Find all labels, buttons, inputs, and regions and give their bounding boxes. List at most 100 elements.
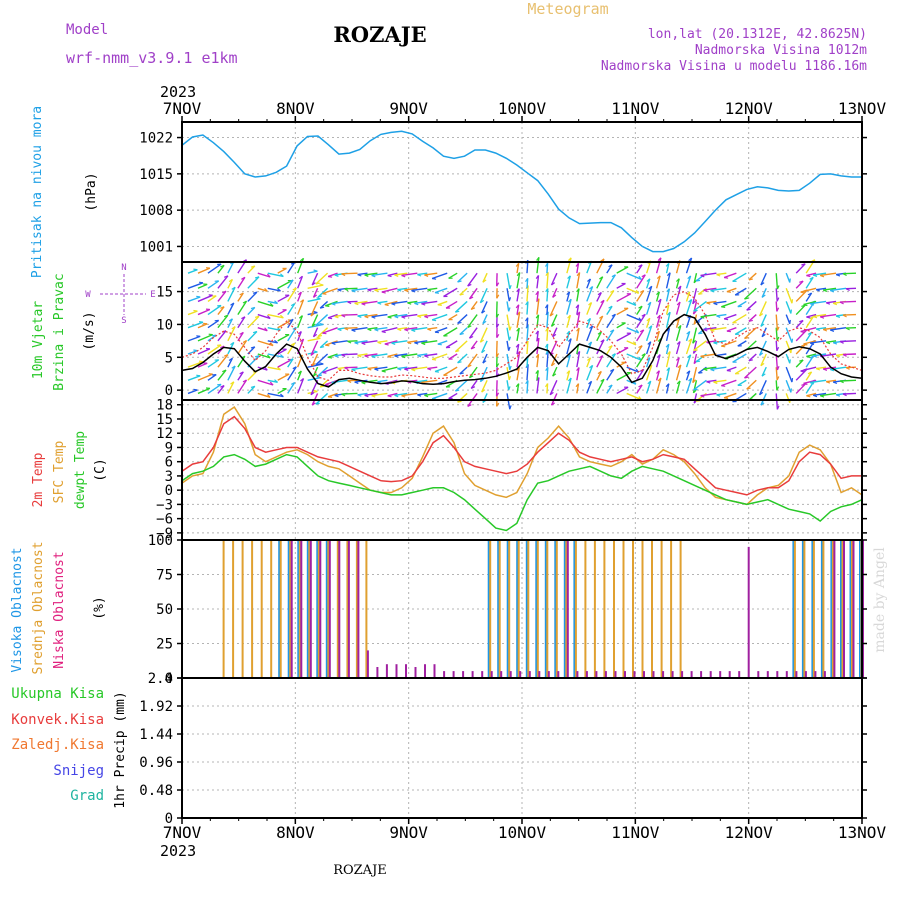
- wind-arrow: [775, 367, 778, 381]
- wind-arrow: [506, 273, 511, 290]
- wind-arrow-head: [567, 257, 572, 262]
- wind-arrow-head: [434, 292, 440, 294]
- wind-arrow-head: [693, 389, 697, 394]
- wind-arrow-head: [744, 376, 749, 379]
- wind-arrow-head: [467, 283, 472, 287]
- y-tick-label: 1015: [139, 167, 173, 183]
- wind-arrow-head: [535, 353, 539, 358]
- wind-arrow-head: [815, 368, 821, 371]
- wind-arrow-head: [344, 367, 349, 371]
- wind-arrow: [417, 392, 428, 396]
- wind-arrow-head: [480, 299, 485, 304]
- wind-arrow: [237, 300, 248, 315]
- wind-arrow-head: [789, 359, 791, 364]
- wind-arrow-head: [695, 279, 701, 282]
- wind-arrow-head: [401, 274, 406, 278]
- wind-arrow-head: [327, 356, 333, 359]
- wind-arrow: [319, 340, 329, 349]
- wind-arrow: [526, 317, 529, 328]
- wind-arrow: [257, 340, 274, 347]
- wind-arrow-head: [545, 288, 549, 293]
- wind-arrow: [685, 275, 692, 289]
- wind-arrow: [685, 338, 693, 355]
- wind-arrow-head: [809, 316, 814, 320]
- wind-arrow: [217, 264, 225, 274]
- wind-arrow: [187, 335, 201, 342]
- pressure-label: Pritisak na nivou mora: [30, 106, 45, 278]
- wind-arrow-head: [646, 317, 651, 322]
- wind-arrow: [566, 315, 571, 328]
- wind-arrow-head: [371, 355, 376, 359]
- wind-arrow-head: [799, 359, 804, 362]
- wind-arrow-head: [467, 325, 472, 329]
- wind-arrow-head: [638, 305, 643, 309]
- y-tick-label: 100: [148, 533, 173, 549]
- wind-arrow: [820, 392, 837, 397]
- wind-arrow: [394, 313, 408, 318]
- wind-arrow-head: [648, 285, 653, 290]
- wind-arrow-head: [842, 353, 847, 357]
- wind-arrow: [723, 313, 737, 320]
- wind-arrow-head: [508, 376, 512, 381]
- wind-arrow-head: [469, 296, 474, 300]
- wind-arrow: [675, 317, 680, 328]
- wind-arrow-head: [791, 338, 794, 343]
- wind-arrow-head: [220, 345, 225, 349]
- wind-arrow-head: [809, 342, 815, 346]
- wind-arrow: [744, 366, 757, 379]
- wind-arrow: [685, 257, 693, 274]
- wind-arrow-head: [334, 315, 339, 319]
- wind-arrow-head: [692, 379, 696, 384]
- wind-arrow-head: [414, 302, 419, 306]
- wind-arrow: [820, 313, 837, 318]
- wind-arrow: [734, 287, 747, 296]
- wind-arrow: [576, 304, 580, 315]
- wind-arrow: [606, 313, 616, 329]
- wind-arrow-head: [508, 336, 512, 341]
- wind-arrow: [536, 291, 539, 302]
- wind-arrow-head: [589, 325, 593, 329]
- wind-arrow: [187, 310, 198, 316]
- wind-arrow: [626, 313, 642, 322]
- wind-arrow-head: [587, 278, 591, 282]
- wind-arrow: [197, 333, 213, 342]
- wind-arrow: [397, 327, 408, 330]
- wind-arrow: [187, 269, 198, 274]
- wind-arrow-head: [327, 317, 333, 320]
- wind-arrow-head: [608, 345, 613, 349]
- wind-arrow-head: [575, 262, 579, 267]
- wind-arrow-head: [300, 299, 304, 303]
- wind-arrow: [267, 272, 284, 278]
- wind-arrow-head: [397, 328, 402, 332]
- wind-arrow-head: [481, 349, 486, 354]
- wind-arrow-head: [693, 309, 698, 312]
- wind-arrow: [826, 300, 837, 304]
- wind-arrow-head: [434, 331, 439, 334]
- wind-arrow: [616, 293, 632, 303]
- wind-arrow: [616, 361, 626, 368]
- wind-arrow-head: [361, 381, 366, 385]
- wind-arrow: [716, 392, 727, 396]
- wind-arrow-head: [397, 368, 402, 371]
- wind-arrow-head: [222, 369, 227, 373]
- wind-arrow: [227, 302, 235, 315]
- wind-arrow: [636, 264, 643, 274]
- wind-arrow: [394, 353, 408, 357]
- wind-arrow: [374, 366, 388, 370]
- wind-arrow-head: [551, 323, 556, 327]
- wind-arrow-head: [576, 288, 580, 293]
- wind-arrow: [803, 340, 817, 345]
- wind-arrow-head: [723, 318, 729, 321]
- wind-arrow: [692, 380, 698, 394]
- wind-arrow-head: [587, 317, 591, 322]
- wind-arrow: [506, 288, 510, 302]
- wind-arrow-head: [230, 381, 235, 385]
- wind-arrow-head: [310, 313, 315, 317]
- wind-arrow: [481, 301, 488, 314]
- y-tick-label: 0: [165, 671, 173, 687]
- wind-arrow-head: [457, 280, 462, 283]
- wind-arrow: [454, 300, 468, 313]
- wind-arrow: [325, 379, 338, 386]
- wind-arrow: [576, 327, 580, 341]
- wind-arrow: [516, 367, 520, 381]
